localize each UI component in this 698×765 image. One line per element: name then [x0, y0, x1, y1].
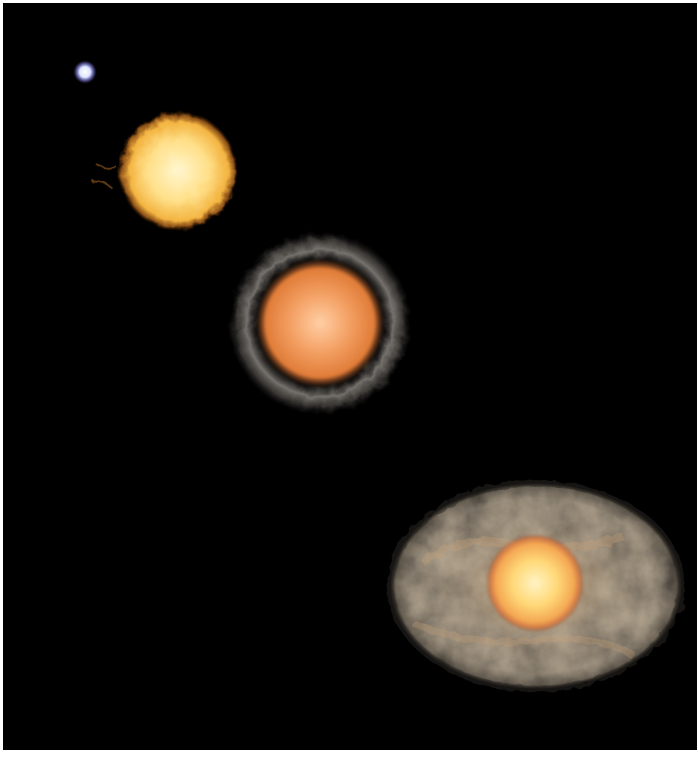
white-dwarf-star	[73, 60, 97, 84]
space-image	[3, 3, 697, 750]
star-evolution-illustration	[73, 60, 685, 692]
orange-star-with-dust-shell	[228, 231, 412, 415]
star-with-elliptical-nebula	[387, 480, 685, 692]
yellow-star	[90, 111, 238, 231]
